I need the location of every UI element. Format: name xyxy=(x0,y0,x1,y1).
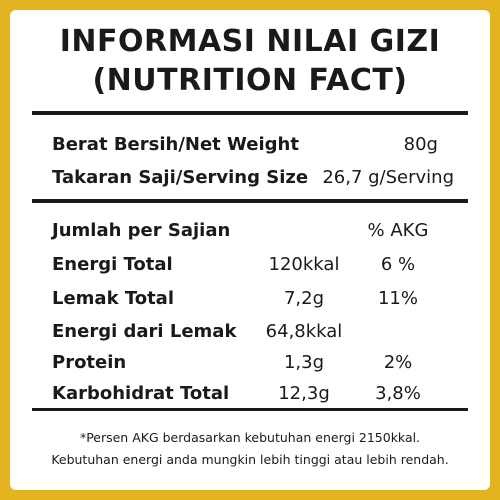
nutrient-label: Karbohidrat Total xyxy=(52,383,230,404)
nutrient-row: Karbohidrat Total 12,3g 3,8% xyxy=(10,380,490,408)
nutrient-row: Lemak Total 7,2g 11% xyxy=(10,285,490,313)
net-weight-value: 80g xyxy=(403,134,438,155)
serving-size-row: Takaran Saji/Serving Size 26,7 g/Serving xyxy=(10,164,490,192)
divider-top xyxy=(32,111,468,115)
nutrition-label-panel: INFORMASI NILAI GIZI (NUTRITION FACT) Be… xyxy=(10,10,490,490)
per-serving-heading: Jumlah per Sajian xyxy=(52,220,231,241)
nutrient-amount: 7,2g xyxy=(283,288,325,309)
nutrient-amount: 120kkal xyxy=(268,254,340,275)
footnote-line-2: Kebutuhan energi anda mungkin lebih ting… xyxy=(51,452,449,467)
net-weight-row: Berat Bersih/Net Weight 80g xyxy=(10,131,490,159)
nutrient-akg: 6 % xyxy=(380,254,416,275)
footnote-line-1: *Persen AKG berdasarkan kebutuhan energi… xyxy=(79,430,421,445)
nutrient-label: Energi dari Lemak xyxy=(52,321,237,342)
nutrient-label: Lemak Total xyxy=(52,288,174,309)
divider-bottom xyxy=(32,408,468,411)
nutrient-label: Protein xyxy=(52,352,127,373)
nutrient-amount: 1,3g xyxy=(283,352,325,373)
divider-middle xyxy=(32,199,468,203)
nutrient-amount: 64,8kkal xyxy=(265,321,343,342)
serving-size-value: 26,7 g/Serving xyxy=(322,167,454,188)
title-line-2: (NUTRITION FACT) xyxy=(92,63,408,98)
nutrient-row: Energi Total 120kkal 6 % xyxy=(10,251,490,279)
net-weight-label: Berat Bersih/Net Weight xyxy=(52,134,299,155)
nutrient-akg: 11% xyxy=(377,288,418,309)
nutrient-row: Protein 1,3g 2% xyxy=(10,349,490,377)
serving-size-label: Takaran Saji/Serving Size xyxy=(52,167,309,188)
title-line-1: INFORMASI NILAI GIZI xyxy=(59,24,441,59)
akg-header: % AKG xyxy=(367,220,429,241)
nutrient-row: Energi dari Lemak 64,8kkal xyxy=(10,318,490,346)
nutrient-akg: 2% xyxy=(383,352,413,373)
per-serving-header-row: Jumlah per Sajian % AKG xyxy=(10,217,490,245)
nutrient-label: Energi Total xyxy=(52,254,173,275)
nutrient-akg: 3,8% xyxy=(375,383,421,404)
nutrient-amount: 12,3g xyxy=(278,383,330,404)
